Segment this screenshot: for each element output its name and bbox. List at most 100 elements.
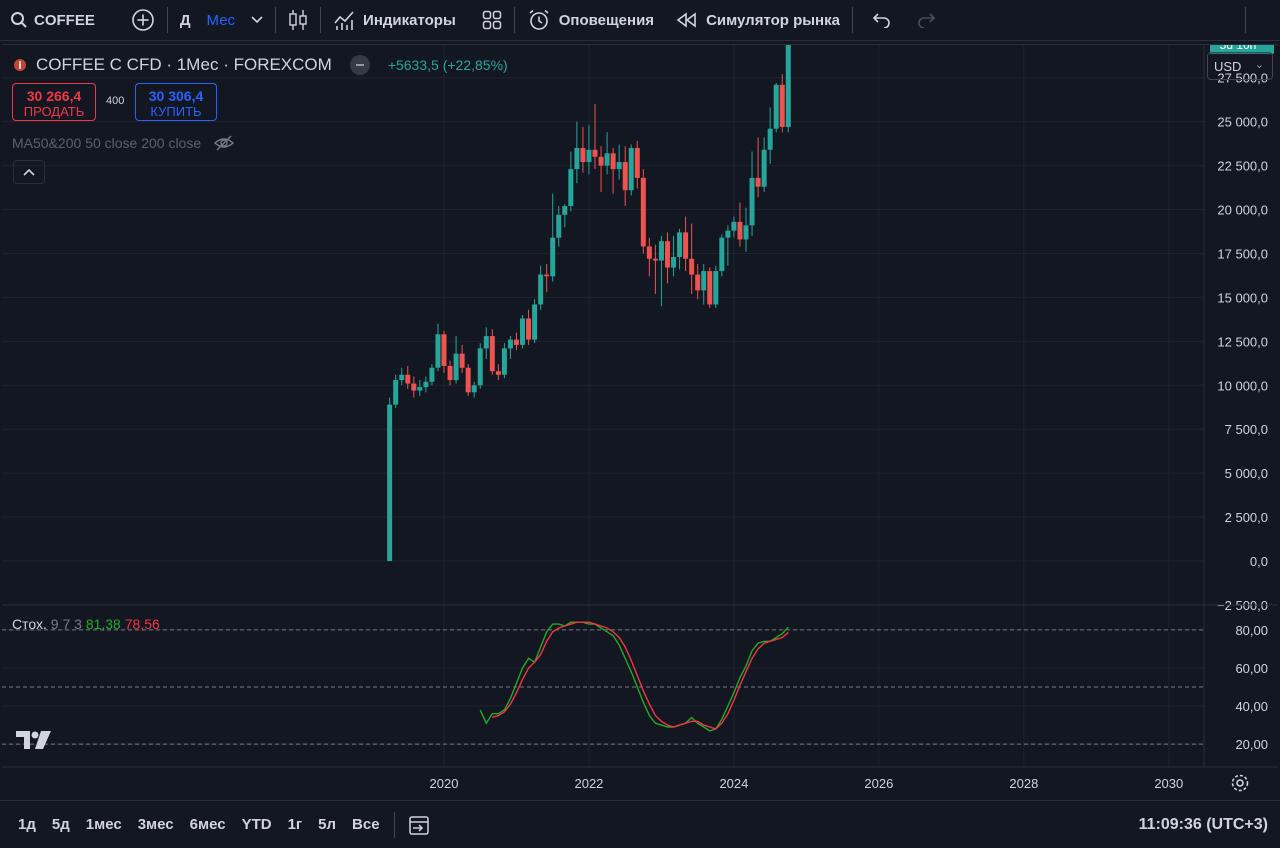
price-axis-tick: 12 500,0	[1217, 334, 1268, 349]
alerts-label: Оповещения	[558, 11, 655, 29]
candle-body	[725, 230, 731, 238]
candle-body	[513, 339, 519, 345]
toolbar-divider	[166, 7, 168, 33]
range-button[interactable]: 6мес	[189, 816, 226, 833]
bottom-toolbar: 1д 5д 1мес 3мес 6мес YTD 1г 5л Все 11:09…	[0, 800, 1280, 848]
candle-body	[707, 271, 713, 305]
alarm-clock-icon	[529, 9, 549, 30]
stoch-params: 9 7 3	[50, 616, 82, 632]
candle-body	[598, 156, 604, 166]
toolbar-divider	[513, 7, 515, 33]
tradingview-logo[interactable]	[16, 730, 52, 755]
candle-body	[459, 353, 465, 368]
stoch-line-d	[492, 621, 789, 730]
candle-body	[405, 374, 411, 384]
undo-button[interactable]	[863, 0, 899, 40]
alerts-button[interactable]: Оповещения	[519, 0, 662, 40]
chart-panel[interactable]: −2 500,0 0,0 2 500,0 5 000,0 7 500,0 10 000,0…	[2, 44, 1278, 799]
goto-date-button[interactable]	[399, 813, 439, 837]
candles-icon	[289, 10, 307, 30]
candle-body	[779, 84, 785, 127]
toolbar-divider	[275, 7, 277, 33]
candle-body	[568, 169, 574, 207]
candle-body	[622, 162, 628, 191]
candle-body	[683, 232, 689, 259]
top-toolbar: COFFEE Д Мес Индикаторы Оповещения Симул…	[0, 0, 1280, 41]
range-button[interactable]: 3мес	[137, 816, 174, 833]
range-button[interactable]: Все	[352, 816, 380, 833]
range-button[interactable]: 5д	[51, 816, 70, 833]
candle-body	[520, 318, 526, 345]
candle-body	[501, 348, 507, 375]
compare-button[interactable]	[123, 0, 163, 40]
indicators-button[interactable]: Индикаторы	[325, 0, 464, 40]
candle-body	[773, 84, 779, 129]
stoch-axis-tick: 60,00	[1235, 661, 1268, 676]
replay-button[interactable]: Симулятор рынка	[668, 0, 848, 40]
candle-body	[610, 153, 616, 170]
range-button[interactable]: 5л	[318, 816, 337, 833]
candle-body	[640, 177, 646, 247]
candle-body	[755, 177, 761, 187]
candle-body	[538, 274, 544, 305]
candle-body	[731, 221, 737, 231]
collapse-legend-button[interactable]	[13, 160, 45, 184]
candle-body	[646, 246, 652, 259]
range-button[interactable]: YTD	[241, 816, 272, 833]
price-axis-tick: 17 500,0	[1217, 246, 1268, 261]
range-button[interactable]: 1мес	[85, 816, 122, 833]
interval-dropdown-button[interactable]	[243, 0, 271, 40]
price-badge	[1210, 45, 1274, 54]
interval-month-button[interactable]: Мес	[199, 0, 244, 40]
price-axis-tick: 25 000,0	[1217, 115, 1268, 130]
scale-settings-button[interactable]	[1229, 772, 1251, 799]
chevron-up-icon	[23, 168, 35, 176]
undo-icon	[872, 13, 890, 28]
currency-select[interactable]: USD ⌄	[1207, 52, 1273, 80]
price-axis-tick: 5 000,0	[1225, 466, 1268, 481]
eye-hidden-icon[interactable]	[213, 135, 235, 151]
candle-body	[483, 336, 489, 349]
chart-type-button[interactable]	[280, 0, 316, 40]
legend-collapse-button[interactable]	[349, 55, 370, 75]
candle-body	[586, 149, 592, 163]
toolbar-divider	[1244, 7, 1246, 33]
candle-body	[489, 336, 495, 372]
price-axis-tick: 7 500,0	[1225, 422, 1268, 437]
price-axis-tick: 27 500,0	[1217, 71, 1268, 86]
candle-body	[713, 271, 719, 305]
templates-button[interactable]	[474, 0, 510, 40]
price-axis-tick: 20 000,0	[1217, 203, 1268, 218]
time-axis-tick: 2022	[574, 776, 603, 791]
chevron-down-icon: ⌄	[1254, 59, 1264, 71]
range-button[interactable]: 1д	[18, 816, 36, 833]
interval-day-button[interactable]: Д	[172, 0, 199, 40]
symbol-search[interactable]: COFFEE	[0, 0, 103, 40]
price-axis-tick: 22 500,0	[1217, 159, 1268, 174]
sell-button[interactable]: 30 266,4 ПРОДАТЬ	[12, 83, 96, 121]
candle-body	[447, 365, 453, 381]
candle-body	[761, 149, 767, 187]
candle-body	[387, 404, 393, 562]
candle-body	[429, 367, 435, 382]
redo-button[interactable]	[909, 0, 945, 40]
candle-body	[435, 334, 441, 368]
interval-month-label: Мес	[206, 11, 236, 29]
candle-body	[411, 383, 417, 391]
buy-button[interactable]: 30 306,4 КУПИТЬ	[135, 83, 217, 121]
interval-day-label: Д	[179, 11, 191, 29]
stoch-axis-tick: 80,00	[1235, 623, 1268, 638]
stoch-k-value: 81,38	[85, 616, 121, 632]
spread-value: 400	[106, 95, 125, 107]
candle-body	[719, 237, 725, 272]
price-badge-countdown: 5d 10h	[1220, 45, 1257, 52]
candle-body	[737, 221, 743, 240]
candle-body	[544, 274, 550, 277]
candle-body	[664, 241, 670, 268]
candle-body	[580, 148, 586, 163]
range-button[interactable]: 1г	[287, 816, 303, 833]
clock[interactable]: 11:09:36 (UTC+3)	[1138, 815, 1268, 833]
price-chart[interactable]: −2 500,00,02 500,05 000,07 500,010 000,0…	[2, 45, 1278, 799]
stochastic-legend[interactable]: Стох. 9 7 3 81,38 78,56	[12, 616, 160, 632]
ma-indicator-legend[interactable]: MA50&200 50 close 200 close	[12, 135, 235, 151]
